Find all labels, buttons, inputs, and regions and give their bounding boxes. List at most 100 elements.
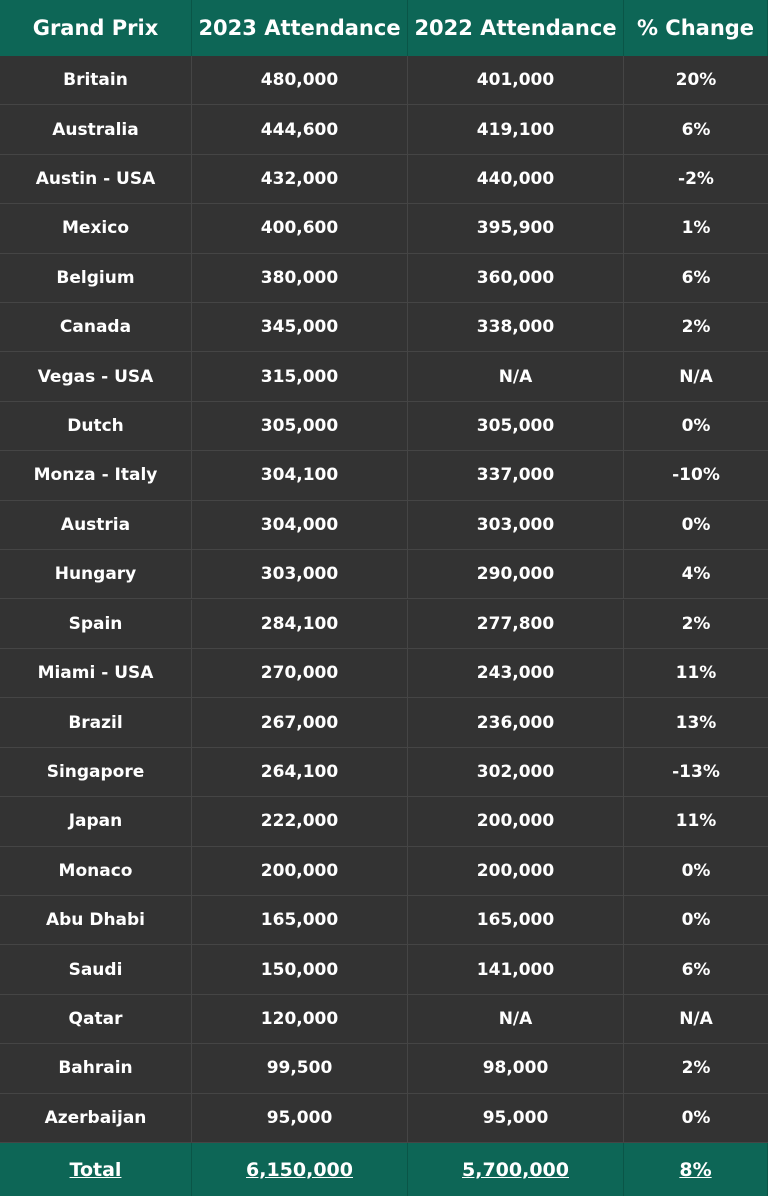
cell: 302,000 bbox=[408, 747, 624, 798]
cell: 20% bbox=[624, 56, 768, 106]
cell: 432,000 bbox=[192, 154, 408, 205]
table-row: Japan 222,000 200,000 11% bbox=[0, 797, 768, 847]
cell: 13% bbox=[624, 698, 768, 748]
cell: Britain bbox=[0, 56, 192, 106]
cell: 270,000 bbox=[192, 648, 408, 699]
cell: 401,000 bbox=[408, 56, 624, 106]
cell: 305,000 bbox=[408, 401, 624, 452]
cell: Austin - USA bbox=[0, 154, 192, 205]
cell: 440,000 bbox=[408, 154, 624, 205]
table-row: Belgium 380,000 360,000 6% bbox=[0, 253, 768, 304]
cell: 2% bbox=[624, 600, 768, 649]
cell: 4% bbox=[624, 550, 768, 600]
cell: Canada bbox=[0, 303, 192, 353]
cell: 165,000 bbox=[408, 895, 624, 946]
cell: Brazil bbox=[0, 698, 192, 748]
cell: Belgium bbox=[0, 253, 192, 304]
cell: Miami - USA bbox=[0, 648, 192, 699]
table-row: Hungary 303,000 290,000 4% bbox=[0, 550, 768, 600]
header-row: Grand Prix 2023 Attendance 2022 Attendance… bbox=[0, 0, 768, 56]
cell: 0% bbox=[624, 501, 768, 551]
cell: N/A bbox=[624, 352, 768, 402]
cell: -13% bbox=[624, 748, 768, 798]
cell: 2% bbox=[624, 303, 768, 353]
cell: Japan bbox=[0, 797, 192, 847]
cell: 480,000 bbox=[192, 56, 408, 106]
cell: Hungary bbox=[0, 550, 192, 600]
cell: 6,150,000 bbox=[192, 1143, 408, 1196]
cell: 165,000 bbox=[192, 895, 408, 946]
cell: 304,000 bbox=[192, 500, 408, 551]
cell: N/A bbox=[408, 994, 624, 1045]
cell: -2% bbox=[624, 155, 768, 205]
cell: Vegas - USA bbox=[0, 352, 192, 402]
cell: % Change bbox=[624, 0, 768, 56]
cell: 400,600 bbox=[192, 204, 408, 254]
table-row: Vegas - USA 315,000 N/A N/A bbox=[0, 352, 768, 402]
cell: 0% bbox=[624, 1094, 768, 1143]
cell: 6% bbox=[624, 254, 768, 304]
cell: 277,800 bbox=[408, 599, 624, 649]
cell: 305,000 bbox=[192, 401, 408, 452]
cell: 120,000 bbox=[192, 994, 408, 1045]
cell: Abu Dhabi bbox=[0, 895, 192, 946]
cell: 395,900 bbox=[408, 204, 624, 254]
cell: 264,100 bbox=[192, 747, 408, 798]
cell: 444,600 bbox=[192, 105, 408, 155]
cell: 345,000 bbox=[192, 303, 408, 353]
cell: Dutch bbox=[0, 401, 192, 452]
cell: 267,000 bbox=[192, 698, 408, 748]
table-row: Azerbaijan 95,000 95,000 0% bbox=[0, 1093, 768, 1143]
table-row: Spain 284,100 277,800 2% bbox=[0, 599, 768, 649]
table-row: Monza - Italy 304,100 337,000 -10% bbox=[0, 451, 768, 501]
cell: 338,000 bbox=[408, 303, 624, 353]
cell: 0% bbox=[624, 847, 768, 896]
cell: 304,100 bbox=[192, 451, 408, 501]
cell: N/A bbox=[624, 995, 768, 1045]
cell: 6% bbox=[624, 105, 768, 155]
cell: 141,000 bbox=[408, 945, 624, 995]
table-row: Mexico 400,600 395,900 1% bbox=[0, 204, 768, 254]
cell: 99,500 bbox=[192, 1044, 408, 1094]
cell: Azerbaijan bbox=[0, 1093, 192, 1143]
cell: 6% bbox=[624, 945, 768, 995]
cell: 284,100 bbox=[192, 599, 408, 649]
cell: 8% bbox=[624, 1143, 768, 1196]
table-row: Miami - USA 270,000 243,000 11% bbox=[0, 648, 768, 699]
cell: 200,000 bbox=[408, 797, 624, 847]
cell: Total bbox=[0, 1143, 192, 1196]
cell: Monza - Italy bbox=[0, 451, 192, 501]
table-row: Singapore 264,100 302,000 -13% bbox=[0, 747, 768, 798]
cell: 11% bbox=[624, 797, 768, 847]
cell: Austria bbox=[0, 500, 192, 551]
cell: Singapore bbox=[0, 747, 192, 798]
cell: 1% bbox=[624, 204, 768, 254]
cell: 0% bbox=[624, 402, 768, 452]
cell: 2023 Attendance bbox=[192, 0, 408, 56]
cell: 380,000 bbox=[192, 253, 408, 304]
cell: Saudi bbox=[0, 945, 192, 995]
cell: 315,000 bbox=[192, 352, 408, 402]
table-row: Canada 345,000 338,000 2% bbox=[0, 303, 768, 353]
cell: 236,000 bbox=[408, 698, 624, 748]
cell: 419,100 bbox=[408, 105, 624, 155]
cell: 360,000 bbox=[408, 253, 624, 304]
cell: Australia bbox=[0, 105, 192, 155]
cell: -10% bbox=[624, 451, 768, 501]
table-row: Monaco 200,000 200,000 0% bbox=[0, 846, 768, 896]
cell: 0% bbox=[624, 896, 768, 946]
table-row: Brazil 267,000 236,000 13% bbox=[0, 698, 768, 748]
total-row: Total 6,150,000 5,700,000 8% bbox=[0, 1143, 768, 1196]
cell: 200,000 bbox=[192, 846, 408, 896]
table-row: Dutch 305,000 305,000 0% bbox=[0, 401, 768, 452]
cell: Monaco bbox=[0, 846, 192, 896]
cell: 243,000 bbox=[408, 648, 624, 699]
cell: 200,000 bbox=[408, 846, 624, 896]
cell: 95,000 bbox=[408, 1093, 624, 1143]
cell: 303,000 bbox=[192, 550, 408, 600]
table-row: Austin - USA 432,000 440,000 -2% bbox=[0, 154, 768, 205]
cell: 11% bbox=[624, 649, 768, 699]
table-row: Abu Dhabi 165,000 165,000 0% bbox=[0, 895, 768, 946]
cell: 2% bbox=[624, 1044, 768, 1094]
